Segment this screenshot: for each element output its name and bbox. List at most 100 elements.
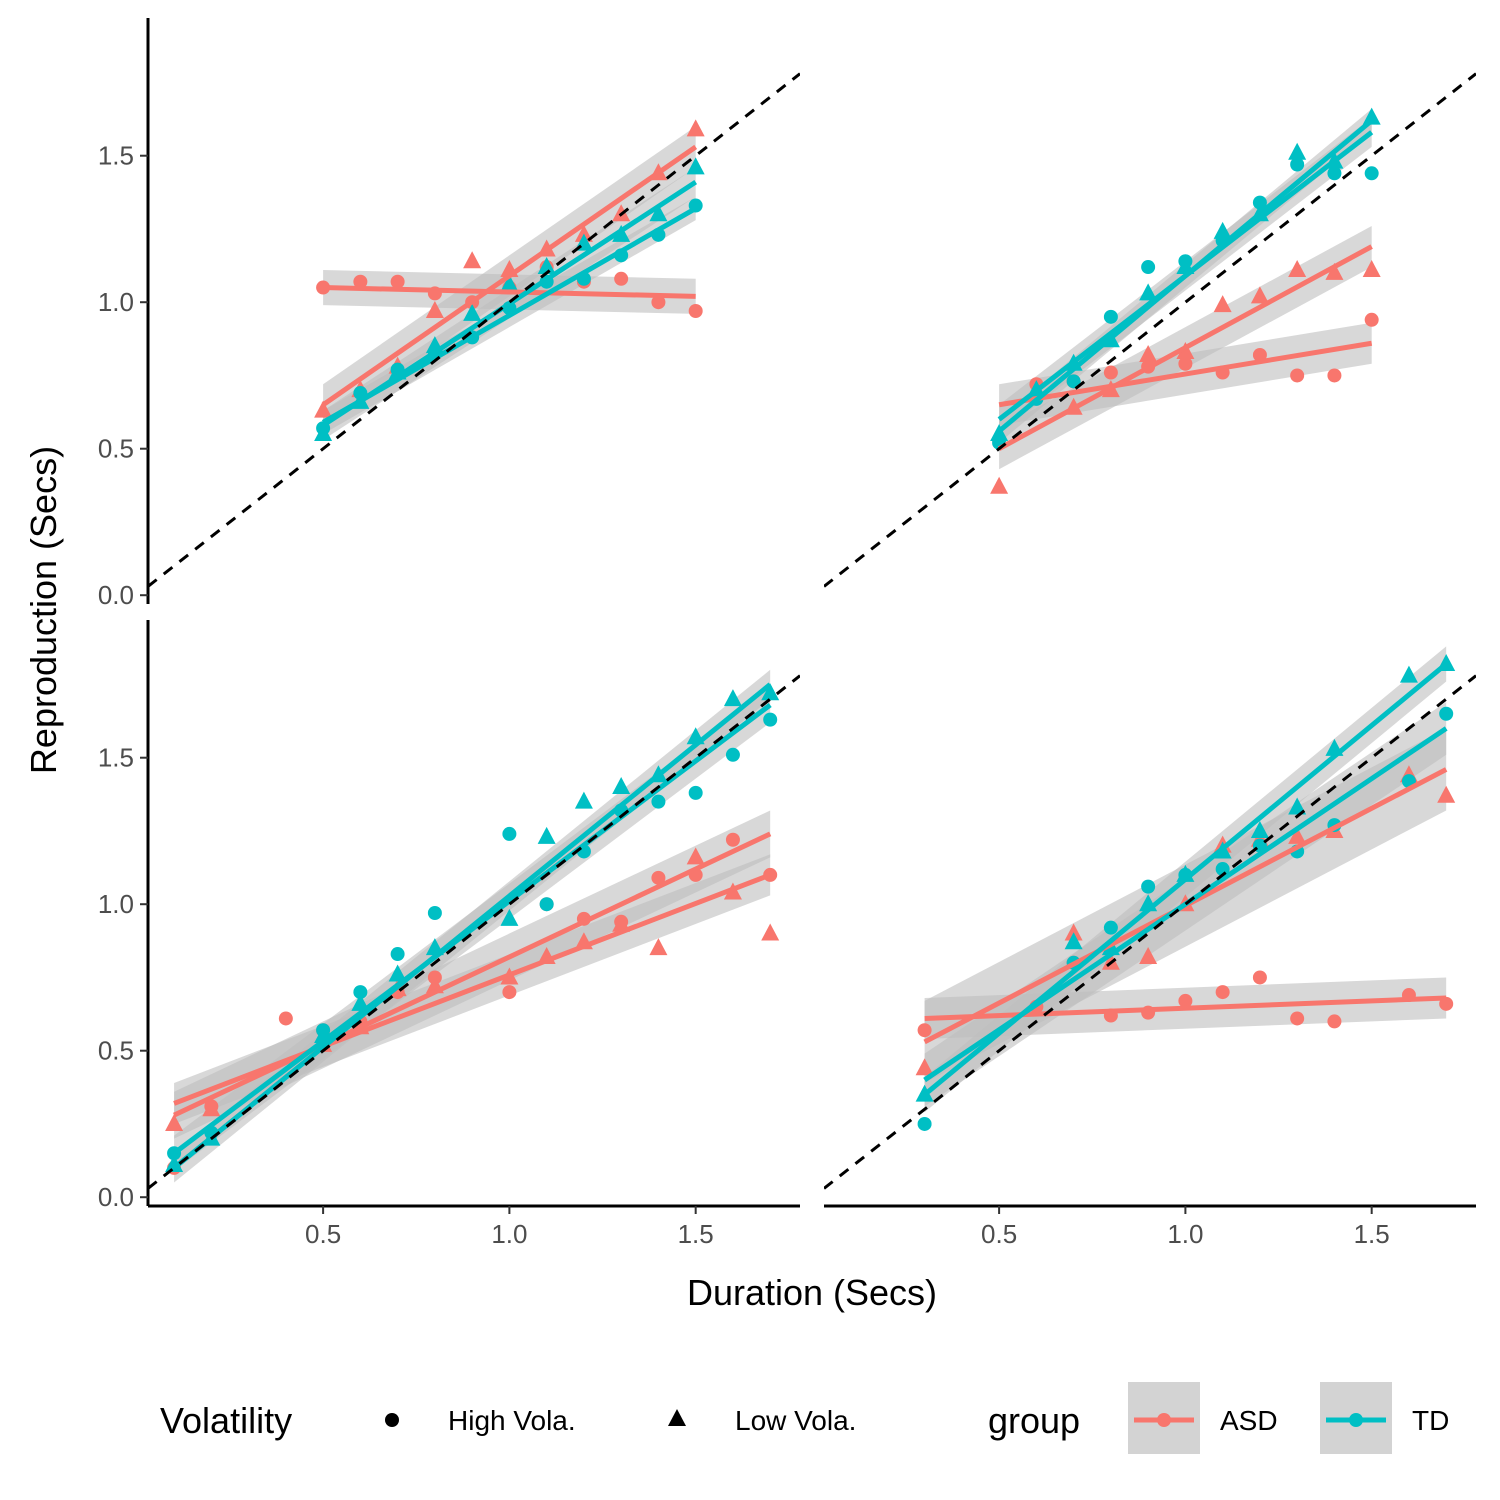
x-tick-label: 0.5 bbox=[305, 1219, 341, 1249]
x-tick-label: 1.0 bbox=[491, 1219, 527, 1249]
y-tick-label: 1.5 bbox=[98, 743, 134, 773]
panels: 0.0 0.5 1.0 1.5 0.0 0.5 1.0 1.5 0.5 1.0 1.5 0.5 1.0 1… bbox=[98, 18, 1476, 1249]
data-point-triangle-td bbox=[612, 777, 631, 795]
data-point-triangle-td bbox=[500, 908, 519, 926]
data-point-triangle-td bbox=[649, 204, 668, 222]
data-point-circle-asd bbox=[1252, 970, 1267, 985]
data-point-circle-asd bbox=[1290, 368, 1305, 383]
data-point-triangle-asd bbox=[686, 847, 705, 865]
data-point-triangle-td bbox=[1139, 283, 1158, 301]
data-point-triangle-td bbox=[1288, 797, 1307, 815]
fit-line-asd bbox=[173, 872, 772, 1106]
plot-area bbox=[148, 72, 800, 588]
data-point-triangle-asd bbox=[574, 224, 593, 242]
data-point-circle-asd bbox=[502, 985, 517, 1000]
data-point-circle-td bbox=[502, 826, 517, 841]
legend-shape-triangle-key bbox=[668, 1409, 686, 1426]
y-tick-label: 0.5 bbox=[98, 434, 134, 464]
reference-line bbox=[824, 72, 1476, 588]
data-point-triangle-td bbox=[574, 791, 593, 809]
plot-area bbox=[148, 669, 800, 1190]
data-point-triangle-asd bbox=[1362, 259, 1381, 277]
data-point-circle-asd bbox=[1327, 1014, 1342, 1029]
y-axis-title: Reproduction (Secs) bbox=[23, 446, 64, 774]
data-point-triangle-td bbox=[463, 303, 482, 321]
x-tick-label: 0.5 bbox=[981, 1219, 1017, 1249]
data-point-triangle-td bbox=[351, 993, 370, 1011]
data-point-triangle-asd bbox=[1250, 286, 1269, 304]
data-point-triangle-asd bbox=[1325, 262, 1344, 280]
legend-shape-title: Volatility bbox=[160, 1400, 292, 1441]
fit-line-asd bbox=[321, 144, 698, 407]
data-point-circle-td bbox=[651, 794, 666, 809]
fit-line-asd bbox=[998, 340, 1373, 408]
plot-area bbox=[824, 646, 1476, 1190]
data-point-triangle-asd bbox=[1139, 344, 1158, 362]
data-point-triangle-asd bbox=[649, 938, 668, 956]
legend-label-td: TD bbox=[1412, 1405, 1449, 1436]
data-point-triangle-td bbox=[723, 689, 742, 707]
legend: Volatility High Vola. Low Vola. group AS… bbox=[160, 1382, 1449, 1454]
data-point-triangle-asd bbox=[463, 251, 482, 269]
data-point-triangle-asd bbox=[1288, 259, 1307, 277]
panel-top-left: 0.0 0.5 1.0 1.5 bbox=[98, 18, 800, 610]
data-point-triangle-asd bbox=[314, 400, 333, 418]
data-point-circle-asd bbox=[651, 295, 666, 310]
data-point-circle-asd bbox=[1103, 365, 1118, 380]
panel-top-right bbox=[824, 72, 1476, 588]
data-point-circle-asd bbox=[1178, 993, 1193, 1008]
data-point-circle-td bbox=[688, 785, 703, 800]
y-tick-label: 0.0 bbox=[98, 1182, 134, 1212]
data-point-circle-asd bbox=[1215, 985, 1230, 1000]
data-point-triangle-td bbox=[686, 157, 705, 175]
data-point-circle-td bbox=[390, 947, 405, 962]
data-point-circle-td bbox=[1215, 862, 1230, 877]
data-point-triangle-td bbox=[500, 274, 519, 292]
data-point-triangle-td bbox=[1288, 142, 1307, 160]
data-point-circle-asd bbox=[651, 870, 666, 885]
data-point-circle-asd bbox=[1364, 312, 1379, 327]
legend-shape-label-low: Low Vola. bbox=[735, 1405, 856, 1436]
legend-label-asd: ASD bbox=[1220, 1405, 1278, 1436]
data-point-circle-td bbox=[1439, 706, 1454, 721]
data-point-triangle-td bbox=[1362, 107, 1381, 125]
data-point-triangle-td bbox=[165, 1154, 184, 1172]
data-point-circle-asd bbox=[353, 274, 368, 289]
data-point-triangle-asd bbox=[1139, 946, 1158, 964]
y-tick-label: 1.5 bbox=[98, 141, 134, 171]
y-tick-label: 0.5 bbox=[98, 1036, 134, 1066]
fit-line-td bbox=[997, 118, 1374, 434]
data-point-circle-td bbox=[763, 712, 778, 727]
data-point-circle-asd bbox=[688, 304, 703, 318]
data-point-circle-asd bbox=[917, 1023, 932, 1038]
data-point-circle-asd bbox=[1252, 347, 1267, 362]
data-point-circle-asd bbox=[614, 271, 629, 286]
legend-color-title: group bbox=[988, 1400, 1080, 1441]
x-tick-label: 1.0 bbox=[1167, 1219, 1203, 1249]
data-point-triangle-td bbox=[388, 964, 407, 982]
data-point-triangle-asd bbox=[165, 1113, 184, 1131]
panel-bottom-left: 0.0 0.5 1.0 1.5 0.5 1.0 1.5 bbox=[98, 620, 800, 1249]
data-point-triangle-asd bbox=[202, 1099, 221, 1117]
data-point-triangle-td bbox=[537, 826, 556, 844]
x-tick-label: 1.5 bbox=[1354, 1219, 1390, 1249]
panel-bottom-right: 0.5 1.0 1.5 bbox=[824, 646, 1476, 1249]
data-point-circle-td bbox=[1252, 195, 1267, 210]
fit-line-asd bbox=[924, 995, 1447, 1021]
legend-shape-label-high: High Vola. bbox=[448, 1405, 576, 1436]
data-point-circle-td bbox=[1066, 374, 1081, 389]
data-point-triangle-td bbox=[537, 257, 556, 275]
fit-line-td bbox=[923, 662, 1448, 1097]
data-point-circle-asd bbox=[1178, 356, 1193, 371]
data-point-circle-td bbox=[1141, 879, 1156, 894]
data-point-circle-asd bbox=[278, 1011, 293, 1026]
data-point-triangle-asd bbox=[990, 476, 1009, 494]
data-point-triangle-asd bbox=[761, 923, 780, 941]
data-point-triangle-asd bbox=[1176, 342, 1195, 360]
y-tick-label: 1.0 bbox=[98, 287, 134, 317]
data-point-triangle-td bbox=[761, 683, 780, 701]
data-point-circle-asd bbox=[390, 274, 405, 289]
data-point-triangle-asd bbox=[1213, 295, 1232, 313]
data-point-triangle-td bbox=[314, 424, 333, 442]
